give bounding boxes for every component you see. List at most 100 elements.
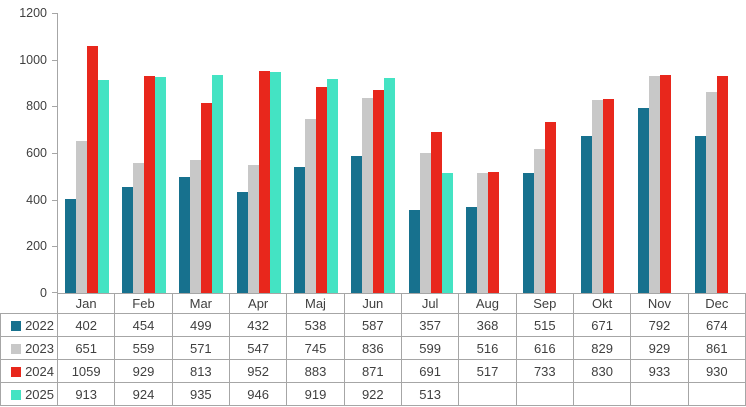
value-cell-2024-apr: 952 [228, 359, 288, 383]
y-axis-tick [52, 59, 57, 61]
value-cell-2023-jun: 836 [343, 336, 402, 360]
legend-label-2023: 2023 [25, 340, 54, 356]
bar-2023-feb [133, 162, 144, 293]
month-header-jun: Jun [343, 293, 402, 314]
month-header-aug: Aug [458, 293, 517, 314]
bar-2022-feb [122, 187, 133, 293]
bar-2025-maj [327, 78, 338, 293]
value-cell-2023-maj: 745 [286, 336, 345, 360]
value-cell-2023-dec: 861 [687, 336, 746, 360]
table-row-2025: 2025 913 924 935 946 919 922 513 [0, 382, 746, 406]
bar-2022-apr [236, 192, 248, 293]
bar-2023-mar [190, 159, 202, 293]
bar-2025-jul [441, 173, 453, 293]
y-axis-tick [52, 199, 57, 201]
month-header-maj: Maj [286, 293, 345, 314]
value-cell-2022-apr: 432 [228, 313, 288, 337]
value-cell-2024-jun: 871 [343, 359, 402, 383]
month-header-jan: Jan [56, 293, 116, 314]
y-axis-label-400: 400 [26, 192, 47, 207]
bar-2022-okt [580, 136, 592, 293]
value-cell-2022-maj: 538 [286, 313, 345, 337]
bar-2022-aug [466, 207, 477, 293]
legend-swatch-2025 [11, 389, 22, 400]
y-axis-label-800: 800 [26, 99, 47, 114]
month-header-nov: Nov [630, 293, 689, 314]
value-cell-2024-mar: 813 [171, 359, 230, 383]
value-cell-2022-jan: 402 [56, 313, 116, 337]
value-cell-2023-sep: 616 [515, 336, 574, 360]
value-cell-2025-jun: 922 [343, 382, 402, 406]
value-cell-2023-jan: 651 [56, 336, 116, 360]
value-cell-2022-okt: 671 [572, 313, 632, 337]
bar-2024-jul [430, 131, 442, 293]
month-header-okt: Okt [572, 293, 632, 314]
legend-label-2025: 2025 [25, 386, 54, 402]
value-cell-2023-jul: 599 [400, 336, 460, 360]
value-cell-2025-mar: 935 [171, 382, 230, 406]
value-cell-2023-feb: 559 [114, 336, 173, 360]
y-axis-tick [52, 246, 57, 248]
value-cell-2025-jul: 513 [400, 382, 460, 406]
month-header-apr: Apr [228, 293, 288, 314]
month-header-sep: Sep [515, 293, 574, 314]
value-cell-2023-nov: 929 [630, 336, 689, 360]
bar-2024-mar [201, 103, 213, 293]
value-cell-2024-aug: 517 [458, 359, 517, 383]
value-cell-2022-aug: 368 [458, 313, 517, 337]
legend-label-2024: 2024 [25, 363, 54, 379]
value-cell-2025-jan: 913 [56, 382, 116, 406]
value-cell-2022-sep: 515 [515, 313, 574, 337]
legend-swatch-2024 [11, 366, 22, 377]
bar-2022-jan [64, 199, 76, 293]
bar-2022-jun [351, 156, 363, 293]
bar-2023-dec [706, 92, 718, 293]
legend-label-2022: 2022 [25, 317, 54, 333]
value-cell-2024-jul: 691 [400, 359, 460, 383]
y-axis-label-200: 200 [26, 239, 47, 254]
bar-2025-mar [212, 74, 224, 293]
bar-2025-jan [97, 79, 109, 293]
bar-2023-jun [362, 97, 374, 293]
y-axis-tick [52, 106, 57, 108]
value-cell-2022-feb: 454 [114, 313, 173, 337]
value-cell-2024-okt: 830 [572, 359, 632, 383]
month-header-feb: Feb [114, 293, 173, 314]
bar-2023-okt [591, 99, 603, 293]
value-cell-2022-dec: 674 [687, 313, 746, 337]
value-cell-2023-mar: 571 [171, 336, 230, 360]
value-cell-2022-jun: 587 [343, 313, 402, 337]
value-cell-2023-aug: 516 [458, 336, 517, 360]
bar-2024-dec [717, 76, 729, 293]
month-header-mar: Mar [171, 293, 230, 314]
bar-2023-aug [477, 172, 488, 293]
month-header-dec: Dec [687, 293, 746, 314]
legend-cell-2022: 2022 [0, 313, 58, 337]
value-cell-2022-jul: 357 [400, 313, 460, 337]
value-cell-2024-sep: 733 [515, 359, 574, 383]
value-cell-2023-okt: 829 [572, 336, 632, 360]
y-axis-tick [52, 292, 57, 293]
month-header-jul: Jul [400, 293, 460, 314]
table-row-2022: 2022 402 454 499 432 538 587 357 368 515 671 792 674 [0, 313, 746, 337]
bar-chart: 0 200 400 600 800 1000 1200 [19, 6, 729, 300]
bar-2023-maj [305, 119, 316, 293]
bar-2024-okt [602, 99, 614, 293]
bar-2022-dec [695, 135, 707, 293]
bar-2023-nov [649, 76, 660, 293]
bar-2023-jan [75, 141, 87, 293]
value-cell-2025-okt [572, 382, 632, 406]
bar-2024-aug [488, 172, 499, 293]
legend-cell-2024: 2024 [0, 359, 58, 383]
bar-2023-jul [419, 153, 431, 293]
bar-2024-maj [316, 86, 327, 293]
bar-2022-sep [523, 172, 535, 293]
y-axis-label-600: 600 [26, 146, 47, 160]
value-cell-2025-aug [458, 382, 517, 406]
table-body: Jan Feb Mar Apr Maj Jun Jul Aug Sep Okt Nov Dec 2022… [0, 293, 746, 406]
value-cell-2024-feb: 929 [114, 359, 173, 383]
value-cell-2022-nov: 792 [630, 313, 689, 337]
value-cell-2024-maj: 883 [286, 359, 345, 383]
bar-2024-nov [660, 75, 671, 293]
